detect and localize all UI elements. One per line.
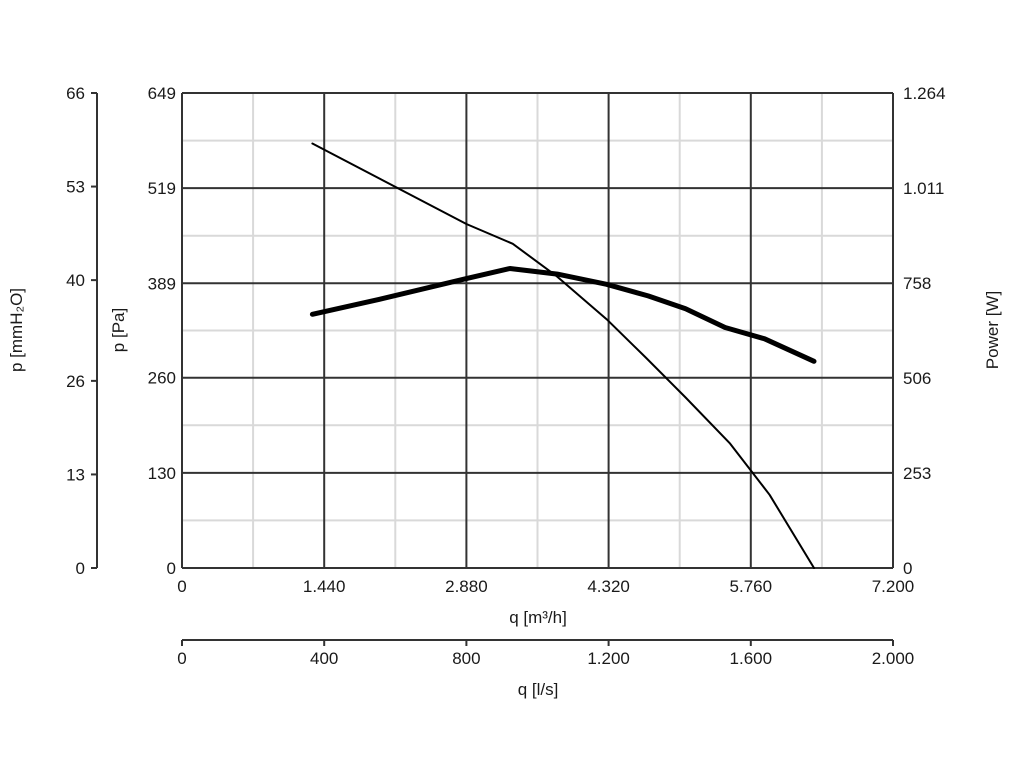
y-tick-label: 389 [148, 274, 176, 293]
y-right-tick-label: 253 [903, 464, 931, 483]
y-secondary-tick-label: 13 [66, 465, 85, 484]
y-secondary-tick-label: 0 [76, 559, 85, 578]
x-tick-label: 2.880 [445, 577, 488, 596]
x-secondary-tick-label: 400 [310, 649, 338, 668]
x-secondary-tick-label: 2.000 [872, 649, 915, 668]
x-tick-label: 4.320 [587, 577, 630, 596]
y-tick-label: 130 [148, 464, 176, 483]
x-tick-label: 0 [177, 577, 186, 596]
x-tick-label: 5.760 [730, 577, 773, 596]
x-secondary-tick-label: 800 [452, 649, 480, 668]
y-right-tick-label: 1.264 [903, 84, 946, 103]
y-right-tick-label: 0 [903, 559, 912, 578]
y-right-tick-label: 506 [903, 369, 931, 388]
major-grid [181, 92, 894, 569]
y-tick-label: 0 [167, 559, 176, 578]
y-right-axis-title: Power [W] [983, 291, 1002, 369]
y-tick-label: 649 [148, 84, 176, 103]
power-curve-line [309, 266, 817, 364]
y-tick-label: 260 [148, 369, 176, 388]
x-tick-label: 7.200 [872, 577, 915, 596]
axes: 0 13 26 40 53 66 0 130 260 389 519 649 0 253 506 758 1.0… [66, 84, 945, 668]
x-secondary-axis-title: q [l/s] [518, 680, 559, 699]
y-secondary-axis-title: p [mmH₂O] [7, 288, 26, 372]
pressure-curve-line [311, 142, 815, 569]
y-secondary-tick-label: 53 [66, 178, 85, 197]
data-series [309, 142, 817, 569]
y-axis-title: p [Pa] [109, 308, 128, 352]
y-right-tick-label: 1.011 [903, 179, 944, 198]
y-secondary-tick-label: 26 [66, 372, 85, 391]
y-secondary-tick-label: 40 [66, 271, 85, 290]
minor-grid [182, 93, 893, 568]
y-right-tick-label: 758 [903, 274, 931, 293]
x-secondary-tick-label: 1.600 [730, 649, 773, 668]
x-tick-label: 1.440 [303, 577, 346, 596]
x-secondary-tick-label: 0 [177, 649, 186, 668]
y-secondary-tick-label: 66 [66, 84, 85, 103]
x-secondary-tick-label: 1.200 [587, 649, 630, 668]
y-tick-label: 519 [148, 179, 176, 198]
x-axis-title: q [m³/h] [509, 608, 567, 627]
